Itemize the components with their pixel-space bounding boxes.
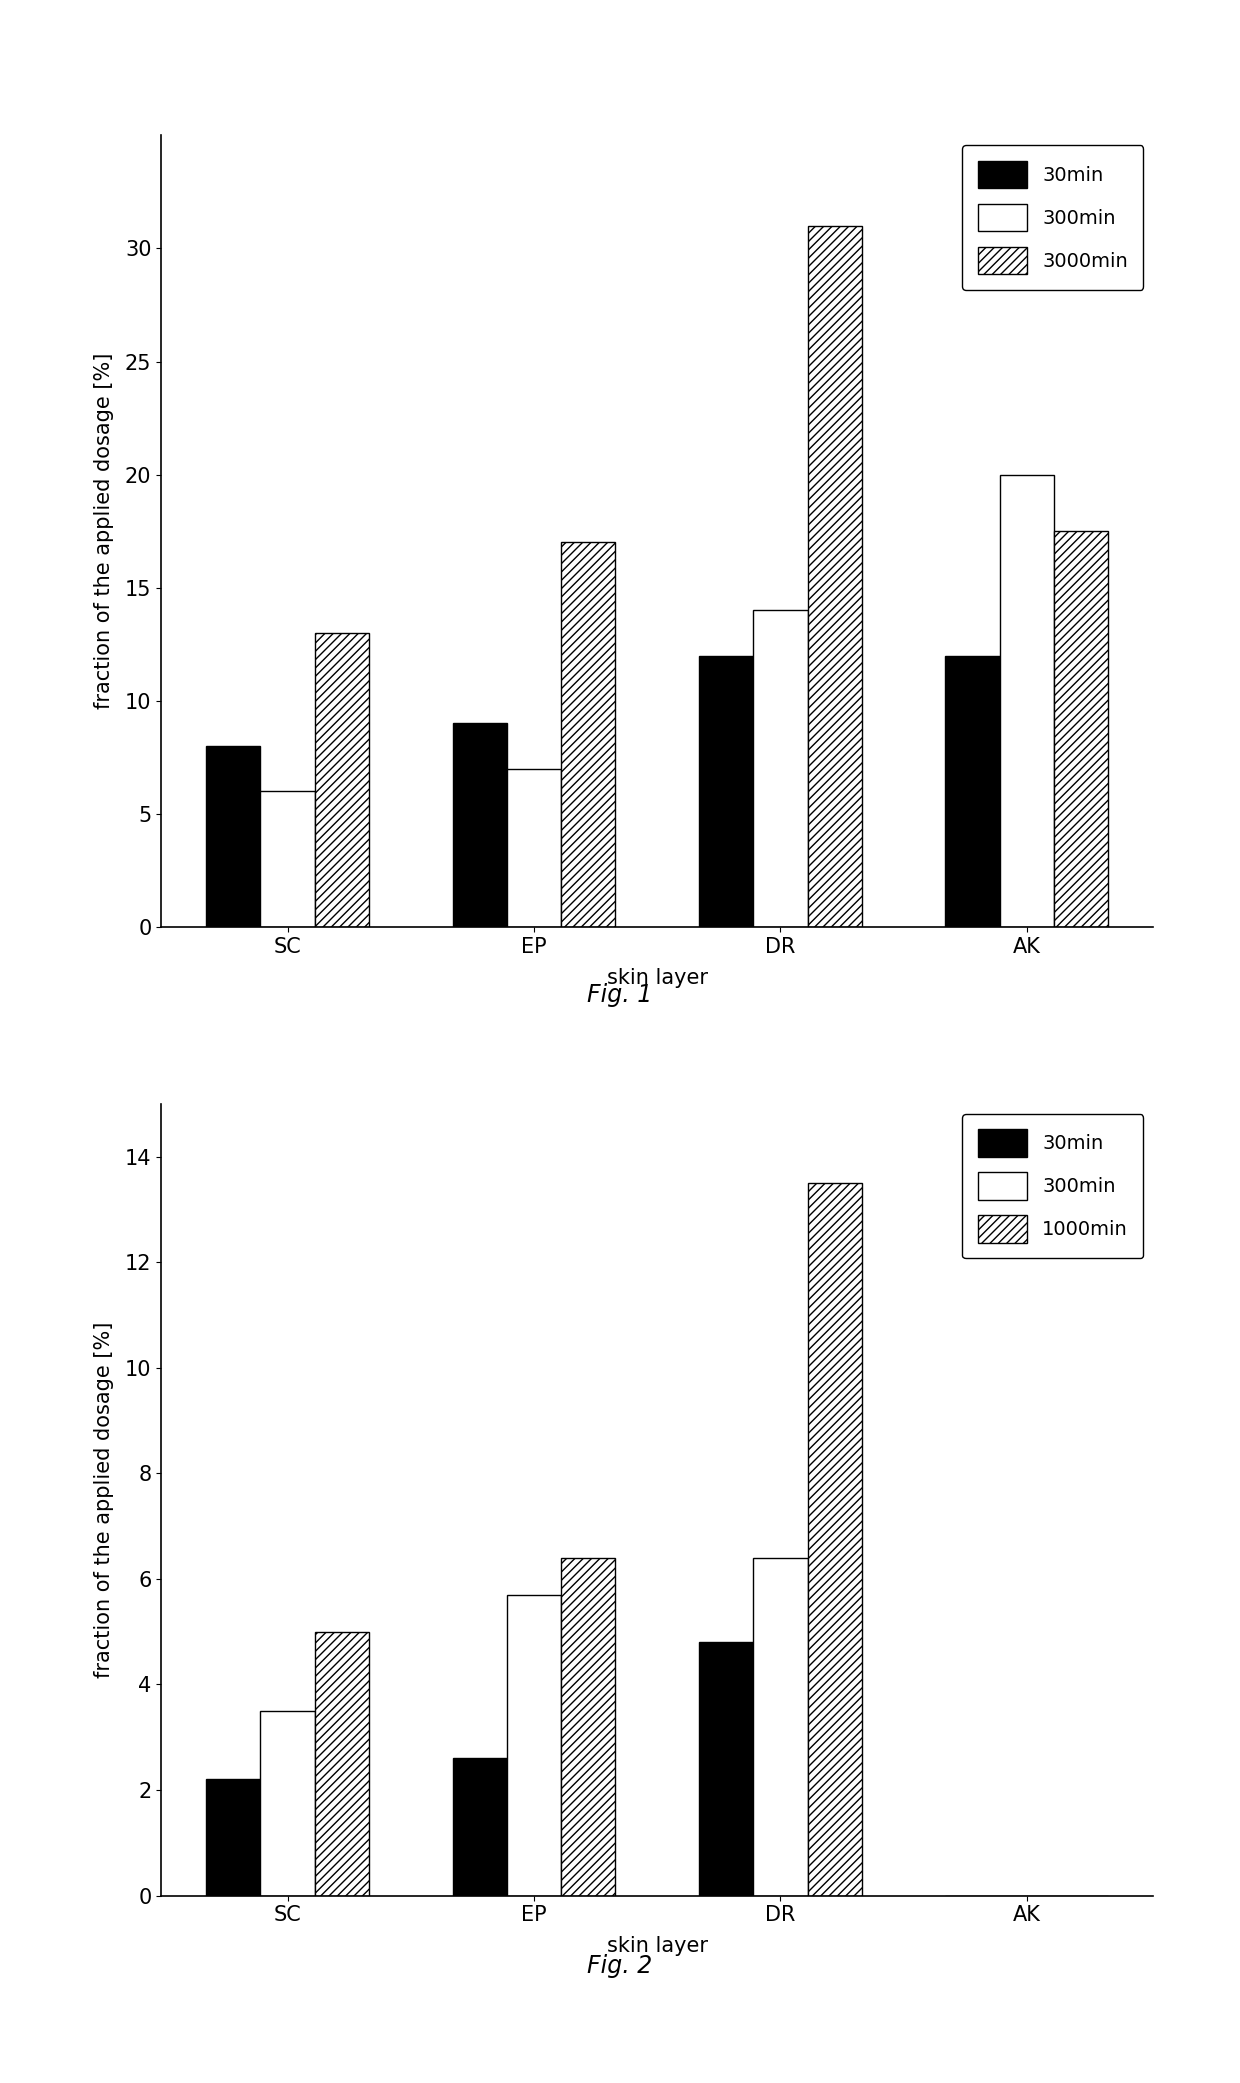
Bar [206, 1779, 260, 1896]
Text: Fig. 2: Fig. 2 [588, 1954, 652, 1979]
Legend: 30min, 300min, 1000min: 30min, 300min, 1000min [962, 1114, 1143, 1258]
Bar [260, 792, 315, 927]
Bar [562, 1558, 615, 1896]
Bar [315, 1631, 370, 1896]
Y-axis label: fraction of the applied dosage [%]: fraction of the applied dosage [%] [94, 1321, 114, 1679]
Bar [453, 1758, 507, 1896]
Bar [807, 1183, 862, 1896]
Legend: 30min, 300min, 3000min: 30min, 300min, 3000min [962, 146, 1143, 290]
Bar [807, 225, 862, 927]
X-axis label: skin layer: skin layer [606, 1937, 708, 1956]
Bar [315, 633, 370, 927]
Bar [945, 656, 999, 927]
Bar [453, 723, 507, 927]
Bar [507, 1596, 562, 1896]
X-axis label: skin layer: skin layer [606, 969, 708, 987]
Bar [507, 769, 562, 927]
Bar [206, 746, 260, 927]
Bar [1054, 531, 1109, 927]
Bar [753, 1558, 807, 1896]
Bar [562, 542, 615, 927]
Bar [699, 656, 753, 927]
Bar [260, 1710, 315, 1896]
Y-axis label: fraction of the applied dosage [%]: fraction of the applied dosage [%] [94, 352, 114, 710]
Text: Fig. 1: Fig. 1 [588, 983, 652, 1008]
Bar [999, 475, 1054, 927]
Bar [699, 1641, 753, 1896]
Bar [753, 610, 807, 927]
